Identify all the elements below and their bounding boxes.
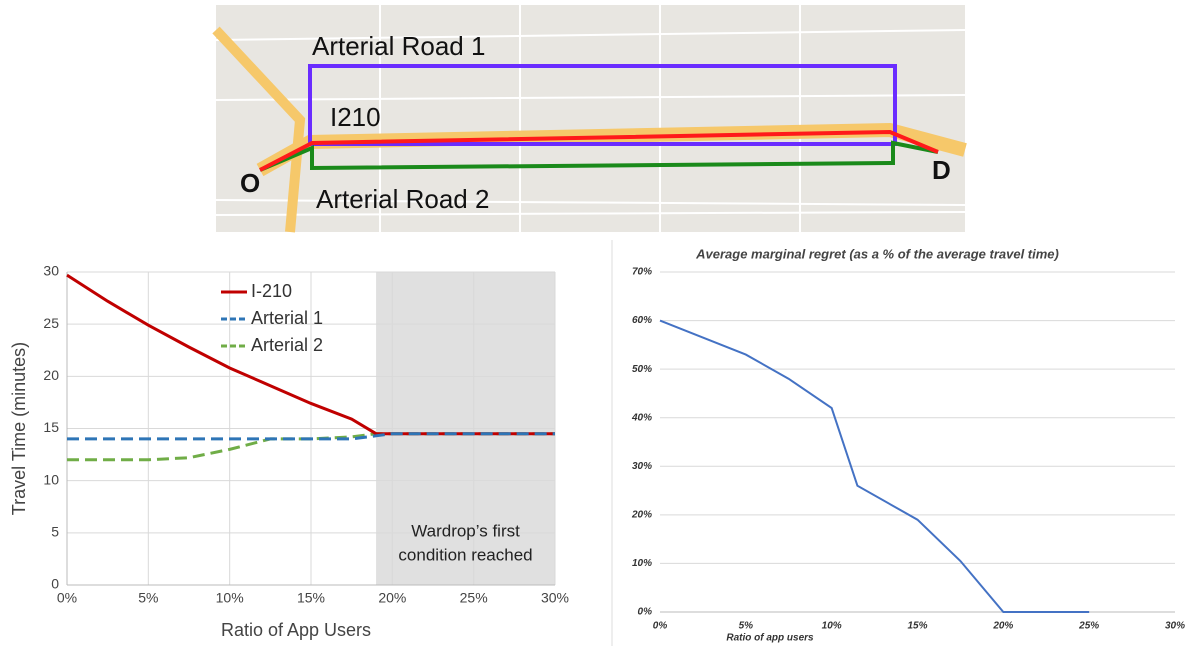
x-tick-label: 25% bbox=[460, 590, 488, 606]
map-label: I210 bbox=[330, 102, 381, 132]
map-label: O bbox=[240, 168, 260, 198]
x-tick-label: 15% bbox=[907, 621, 927, 632]
annotation: condition reached bbox=[398, 545, 532, 564]
y-tick-label: 0% bbox=[638, 607, 653, 618]
route-arterial-2 bbox=[259, 140, 939, 172]
x-tick-label: 5% bbox=[739, 621, 754, 632]
y-tick-label: 40% bbox=[631, 412, 652, 423]
y-tick-label: 0 bbox=[51, 576, 59, 592]
y-axis-label: Travel Time (minutes) bbox=[9, 342, 29, 515]
x-tick-label: 10% bbox=[822, 621, 842, 632]
x-axis-label: Ratio of app users bbox=[726, 633, 814, 644]
y-tick-label: 5 bbox=[51, 524, 59, 540]
legend-label: Arterial 1 bbox=[251, 308, 323, 328]
series-line bbox=[66, 273, 555, 436]
series-line bbox=[659, 319, 1090, 613]
map-background bbox=[216, 5, 965, 232]
y-tick-label: 15 bbox=[43, 419, 59, 435]
map-streets bbox=[215, 5, 966, 232]
y-tick-label: 60% bbox=[632, 315, 652, 326]
x-tick-label: 20% bbox=[378, 590, 406, 606]
map-label: Arterial Road 1 bbox=[312, 31, 485, 61]
x-axis-label: Ratio of App Users bbox=[221, 620, 371, 640]
map-label: D bbox=[932, 155, 951, 185]
y-tick-label: 30 bbox=[43, 263, 59, 279]
legend-label: I-210 bbox=[251, 281, 292, 301]
map: Arterial Road 1 I210 Arterial Road 2 O D bbox=[212, 5, 967, 233]
x-tick-label: 5% bbox=[138, 590, 158, 606]
chart-title: Average marginal regret (as a % of the a… bbox=[695, 246, 1059, 261]
y-tick-label: 20% bbox=[631, 509, 652, 520]
annotation: Wardrop’s first bbox=[411, 521, 520, 540]
y-tick-label: 10% bbox=[632, 558, 652, 569]
series-line bbox=[67, 432, 555, 441]
legend-label: Arterial 2 bbox=[251, 335, 323, 355]
x-tick-label: 30% bbox=[1165, 621, 1185, 632]
y-tick-label: 30% bbox=[632, 461, 652, 472]
route-arterial-1 bbox=[308, 64, 897, 146]
x-tick-label: 10% bbox=[216, 590, 244, 606]
x-tick-label: 0% bbox=[653, 621, 668, 632]
x-tick-label: 20% bbox=[992, 621, 1013, 632]
y-tick-label: 20 bbox=[43, 367, 59, 383]
x-tick-label: 0% bbox=[57, 590, 77, 606]
x-tick-label: 15% bbox=[297, 590, 325, 606]
y-tick-label: 25 bbox=[43, 315, 59, 331]
y-tick-label: 10 bbox=[43, 471, 59, 487]
x-tick-label: 30% bbox=[541, 590, 569, 606]
freeway bbox=[212, 26, 306, 233]
route-i210 bbox=[259, 129, 939, 172]
y-tick-label: 70% bbox=[632, 267, 652, 278]
x-tick-label: 25% bbox=[1078, 621, 1099, 632]
y-tick-label: 50% bbox=[632, 364, 652, 375]
map-label: Arterial Road 2 bbox=[316, 184, 489, 214]
